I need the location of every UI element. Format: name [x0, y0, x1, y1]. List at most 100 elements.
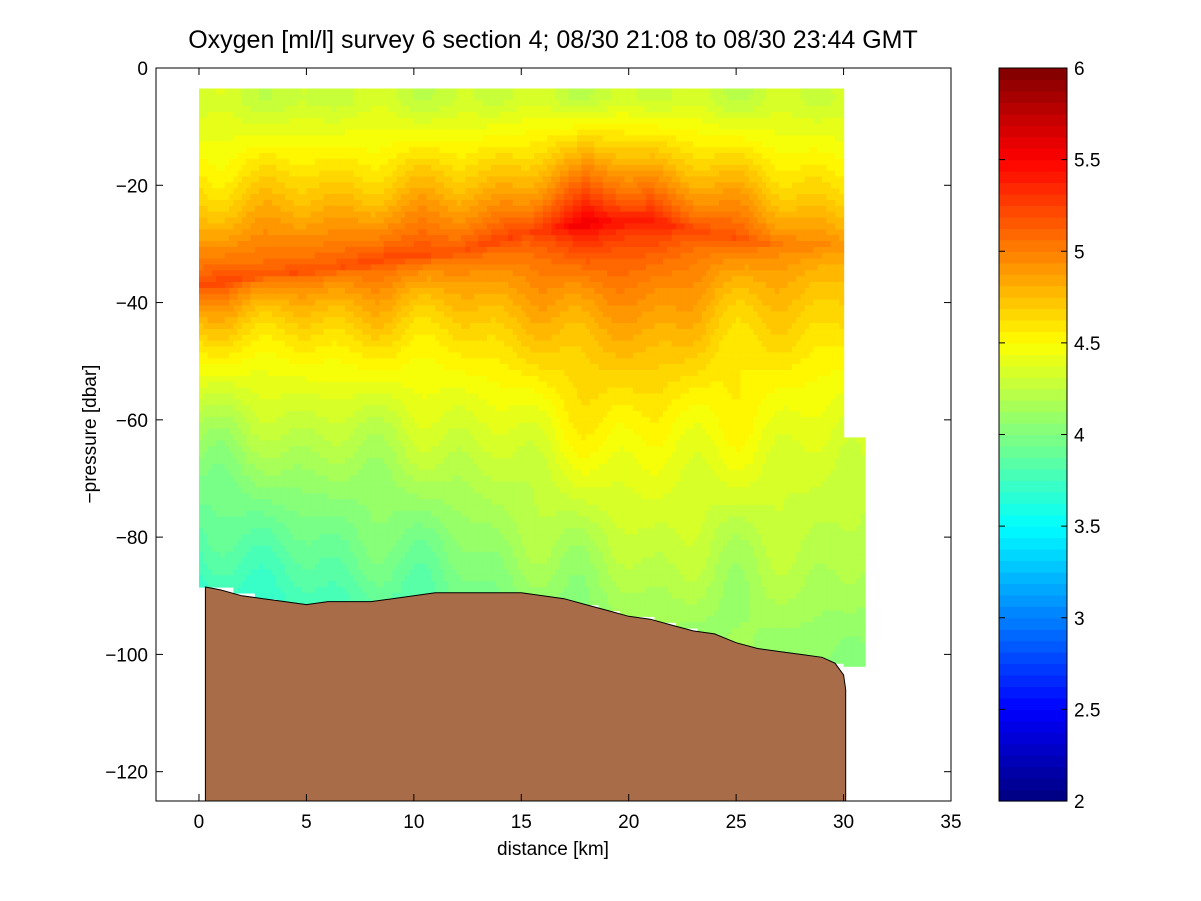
field-cell — [349, 475, 355, 482]
field-cell — [289, 469, 295, 477]
field-cell — [358, 528, 363, 535]
field-cell — [280, 129, 286, 137]
field-cell — [211, 317, 217, 324]
field-cell — [345, 293, 350, 301]
field-cell — [358, 241, 363, 248]
field-cell — [233, 176, 239, 183]
field-cell — [379, 581, 385, 588]
field-cell — [306, 135, 312, 142]
field-cell — [362, 551, 368, 559]
field-cell — [250, 287, 256, 295]
field-cell — [254, 545, 260, 553]
field-cell — [254, 94, 260, 101]
field-cell — [293, 229, 299, 236]
field-cell — [340, 129, 346, 137]
field-cell — [306, 323, 312, 330]
field-cell — [203, 446, 209, 453]
field-cell — [332, 317, 338, 324]
field-cell — [323, 129, 329, 137]
field-cell — [241, 551, 247, 559]
field-cell — [400, 117, 406, 125]
field-cell — [375, 170, 381, 178]
field-cell — [439, 452, 445, 459]
field-cell — [203, 381, 209, 389]
field-cell — [340, 411, 346, 418]
field-cell — [383, 147, 389, 154]
field-cell — [254, 223, 260, 230]
field-cell — [297, 575, 303, 582]
field-cell — [306, 176, 312, 183]
field-cell — [340, 287, 346, 295]
field-cell — [233, 328, 239, 336]
field-cell — [211, 393, 217, 400]
field-cell — [323, 416, 329, 424]
field-cell — [306, 534, 312, 541]
field-cell — [233, 199, 239, 207]
field-cell — [379, 188, 385, 195]
field-cell — [349, 211, 355, 219]
field-cell — [379, 545, 385, 553]
field-cell — [216, 458, 222, 465]
field-cell — [439, 158, 445, 166]
field-cell — [211, 334, 217, 342]
field-cell — [315, 481, 320, 488]
field-cell — [336, 452, 342, 459]
field-cell — [272, 370, 277, 377]
field-cell — [388, 153, 393, 160]
field-cell — [250, 575, 256, 582]
field-cell — [241, 411, 247, 418]
field-cell — [250, 176, 256, 183]
field-cell — [345, 106, 350, 113]
field-cell — [293, 452, 299, 459]
field-cell — [392, 112, 398, 119]
field-cell — [233, 147, 239, 154]
field-cell — [199, 129, 204, 137]
field-cell — [272, 504, 277, 512]
field-cell — [366, 176, 372, 183]
field-cell — [319, 323, 325, 330]
field-cell — [413, 241, 419, 248]
field-cell — [358, 100, 363, 107]
field-cell — [220, 370, 226, 377]
field-cell — [422, 276, 428, 283]
field-cell — [400, 94, 406, 101]
field-cell — [246, 170, 252, 178]
field-cell — [280, 528, 286, 535]
field-cell — [327, 100, 333, 107]
field-cell — [435, 422, 441, 430]
field-cell — [409, 153, 415, 160]
field-cell — [336, 569, 342, 576]
field-cell — [336, 545, 342, 553]
field-cell — [284, 569, 290, 576]
field-cell — [224, 205, 230, 213]
field-cell — [284, 422, 290, 430]
field-cell — [211, 428, 217, 436]
field-cell — [233, 428, 239, 436]
field-cell — [362, 241, 368, 248]
field-cell — [241, 393, 247, 400]
field-cell — [439, 551, 445, 559]
field-cell — [284, 176, 290, 183]
field-cell — [207, 270, 213, 277]
field-cell — [422, 287, 428, 295]
field-cell — [400, 557, 406, 565]
field-cell — [289, 88, 295, 95]
field-cell — [366, 522, 372, 529]
field-cell — [315, 352, 320, 359]
field-cell — [336, 370, 342, 377]
field-cell — [254, 346, 260, 353]
field-cell — [220, 282, 226, 289]
field-cell — [297, 246, 303, 254]
field-cell — [302, 164, 307, 172]
field-cell — [327, 287, 333, 295]
field-cell — [409, 481, 415, 488]
field-cell — [280, 235, 286, 242]
field-cell — [250, 446, 256, 453]
field-cell — [280, 258, 286, 266]
field-cell — [306, 340, 312, 348]
field-cell — [289, 305, 295, 312]
field-cell — [426, 170, 432, 178]
field-cell — [297, 416, 303, 424]
field-cell — [323, 575, 329, 582]
field-cell — [276, 587, 282, 594]
